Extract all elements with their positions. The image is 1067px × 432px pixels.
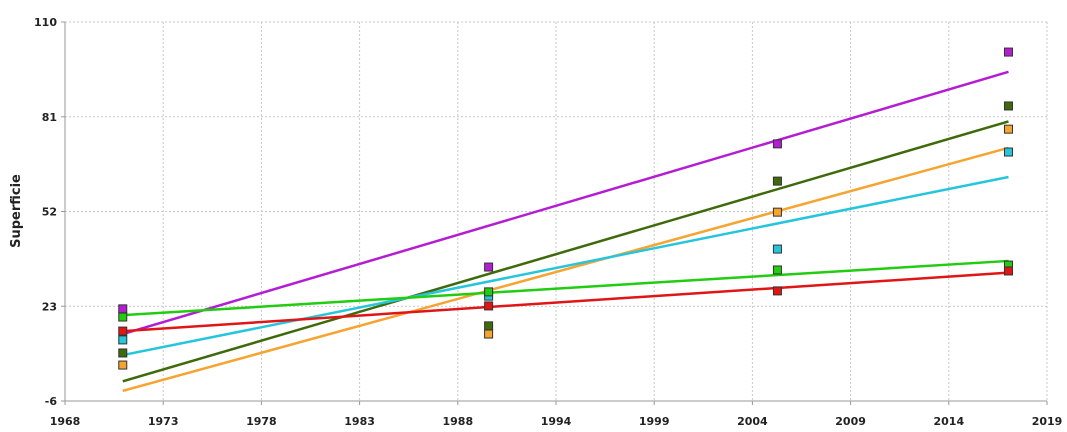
data-point xyxy=(484,329,494,339)
data-point xyxy=(1003,101,1013,111)
y-tick-label: 52 xyxy=(42,206,57,219)
x-tick-label: 1978 xyxy=(246,415,277,428)
data-point xyxy=(118,335,128,345)
data-point xyxy=(118,304,128,314)
data-point xyxy=(484,287,494,297)
trend-line xyxy=(122,70,1009,336)
y-tick-label: 81 xyxy=(42,111,57,124)
y-axis-label: Superficie xyxy=(9,174,24,248)
x-tick-label: 1973 xyxy=(148,415,179,428)
data-point xyxy=(1003,47,1013,57)
data-point xyxy=(118,360,128,370)
data-point xyxy=(118,326,128,336)
x-tick-label: 2004 xyxy=(737,415,768,428)
trend-line xyxy=(122,175,1009,357)
data-point xyxy=(484,262,494,272)
data-point xyxy=(118,312,128,322)
x-tick-label: 2009 xyxy=(835,415,866,428)
data-point xyxy=(772,176,782,186)
data-point xyxy=(772,286,782,296)
x-tick-label: 2019 xyxy=(1032,415,1063,428)
x-tick-label: 1999 xyxy=(639,415,670,428)
x-tick-label: 1988 xyxy=(442,415,473,428)
data-point xyxy=(772,244,782,254)
trend-line xyxy=(122,259,1009,317)
y-tick-label: -6 xyxy=(45,395,58,408)
trend-line xyxy=(122,146,1009,393)
data-point xyxy=(772,265,782,275)
trend-line xyxy=(122,271,1009,333)
data-point xyxy=(1003,147,1013,157)
x-tick-label: 2014 xyxy=(933,415,964,428)
data-point xyxy=(1003,266,1013,276)
data-point xyxy=(772,139,782,149)
x-tick-label: 1968 xyxy=(50,415,81,428)
x-tick-label: 1983 xyxy=(344,415,375,428)
data-point xyxy=(772,207,782,217)
trend-line xyxy=(122,120,1009,383)
data-point xyxy=(484,301,494,311)
y-tick-label: 110 xyxy=(34,16,57,29)
data-point xyxy=(1003,124,1013,134)
data-point xyxy=(484,321,494,331)
data-point xyxy=(118,348,128,358)
x-tick-label: 1994 xyxy=(541,415,572,428)
y-tick-label: 23 xyxy=(42,300,57,313)
